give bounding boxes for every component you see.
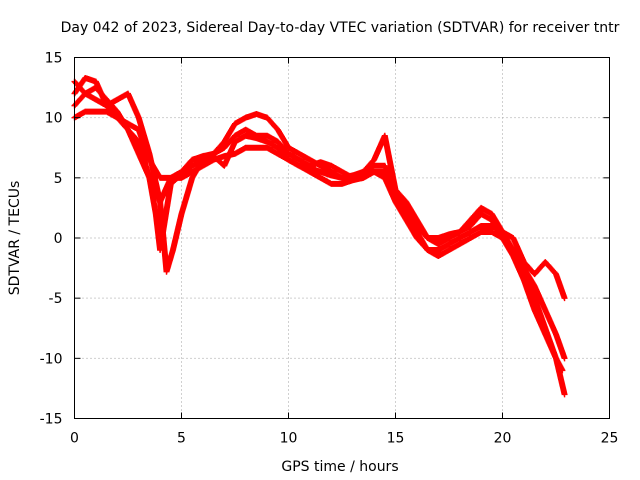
x-tick-label: 25 [601, 431, 619, 447]
axis-ticks [74, 57, 610, 419]
x-tick-label: 10 [280, 431, 298, 447]
x-tick-label: 20 [494, 431, 512, 447]
series-markers [71, 78, 568, 398]
y-tick-label: 0 [54, 231, 63, 247]
y-tick-label: 5 [54, 171, 63, 187]
chart-title: Day 042 of 2023, Sidereal Day-to-day VTE… [61, 20, 620, 36]
y-tick-labels: -15 -10 -5 0 5 10 15 [40, 51, 63, 428]
x-axis-label: GPS time / hours [281, 459, 398, 475]
y-tick-label: -10 [40, 351, 63, 367]
x-tick-label: 5 [177, 431, 186, 447]
y-tick-label: -15 [40, 412, 63, 428]
x-tick-label: 0 [70, 431, 79, 447]
y-tick-label: -5 [49, 291, 63, 307]
y-axis-label: SDTVAR / TECUs [7, 181, 23, 296]
grid [74, 57, 610, 419]
x-tick-labels: 0 5 10 15 20 25 [70, 431, 618, 447]
data-points [71, 74, 568, 398]
y-tick-label: 15 [45, 51, 63, 67]
series-trace-b [71, 78, 568, 398]
x-tick-label: 15 [387, 431, 405, 447]
y-tick-label: 10 [45, 111, 63, 127]
